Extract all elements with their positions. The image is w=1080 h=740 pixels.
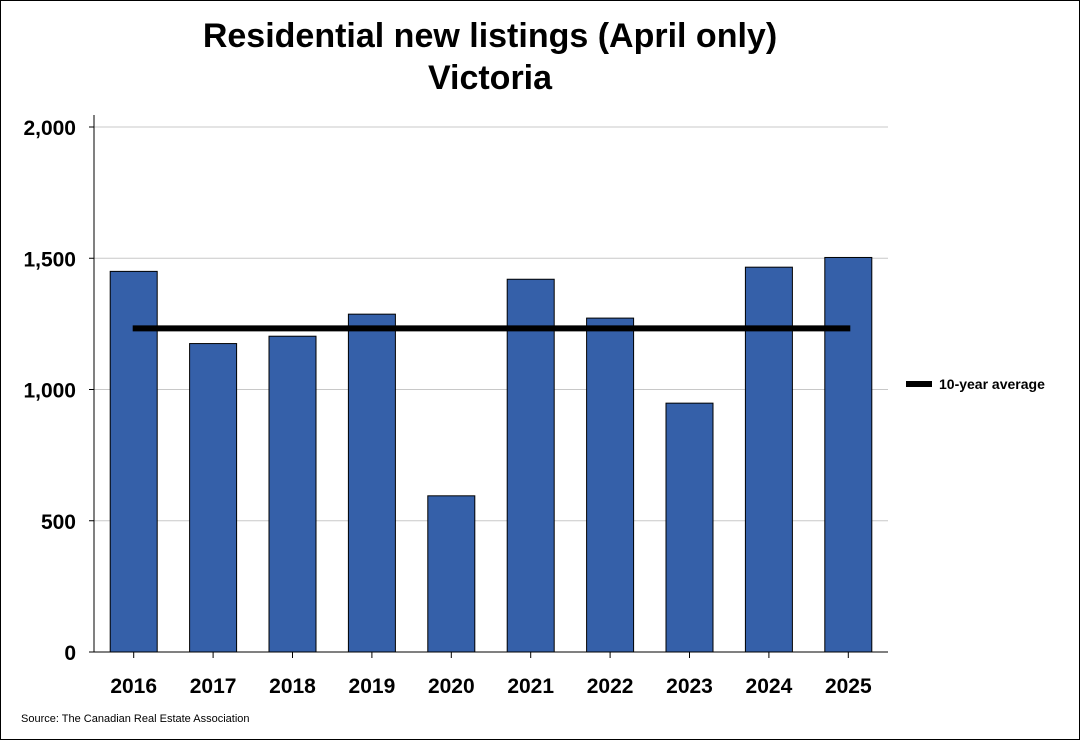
- bar-2019: [347, 313, 396, 653]
- axes: [93, 115, 888, 653]
- bar-2018: [268, 335, 317, 653]
- x-tick-label-2018: 2018: [269, 675, 316, 698]
- x-tick-label-2016: 2016: [110, 675, 157, 698]
- bar-2021: [506, 278, 555, 653]
- legend: 10-year average: [906, 376, 1045, 392]
- x-tick-label-2019: 2019: [349, 675, 396, 698]
- y-tick-label-4: 2,000: [23, 117, 76, 140]
- y-axis-ticks: 0 500 1,000 1,500 2,000: [23, 117, 94, 665]
- bar-2022: [586, 317, 635, 653]
- x-tick-label-2020: 2020: [428, 675, 475, 698]
- chart-title-line-1: Residential new listings (April only): [202, 17, 778, 55]
- x-axis-ticks: 2016 2017 2018 2019 2020 2021 2022 2023 2024 2025: [110, 652, 872, 698]
- bar-2020: [427, 495, 476, 653]
- bar-2023: [665, 402, 714, 653]
- x-tick-label-2022: 2022: [587, 675, 634, 698]
- y-tick-label-3: 1,500: [23, 248, 76, 271]
- bar-2017: [189, 343, 238, 653]
- bars: [109, 256, 873, 653]
- x-tick-label-2024: 2024: [746, 675, 793, 698]
- x-tick-label-2017: 2017: [190, 675, 237, 698]
- bar-2025: [824, 256, 873, 653]
- bar-2016: [109, 270, 158, 653]
- x-tick-label-2021: 2021: [507, 675, 554, 698]
- legend-label-average: 10-year average: [939, 376, 1045, 392]
- x-tick-label-2023: 2023: [666, 675, 713, 698]
- y-tick-label-2: 1,000: [23, 380, 76, 403]
- y-tick-label-1: 500: [41, 511, 76, 534]
- chart-title: Residential new listings (April only) Vi…: [1, 15, 979, 99]
- bar-2024: [744, 266, 793, 653]
- source-note: Source: The Canadian Real Estate Associa…: [21, 713, 250, 725]
- chart-title-line-2: Victoria: [427, 59, 553, 97]
- y-tick-label-0: 0: [64, 642, 76, 665]
- x-tick-label-2025: 2025: [825, 675, 872, 698]
